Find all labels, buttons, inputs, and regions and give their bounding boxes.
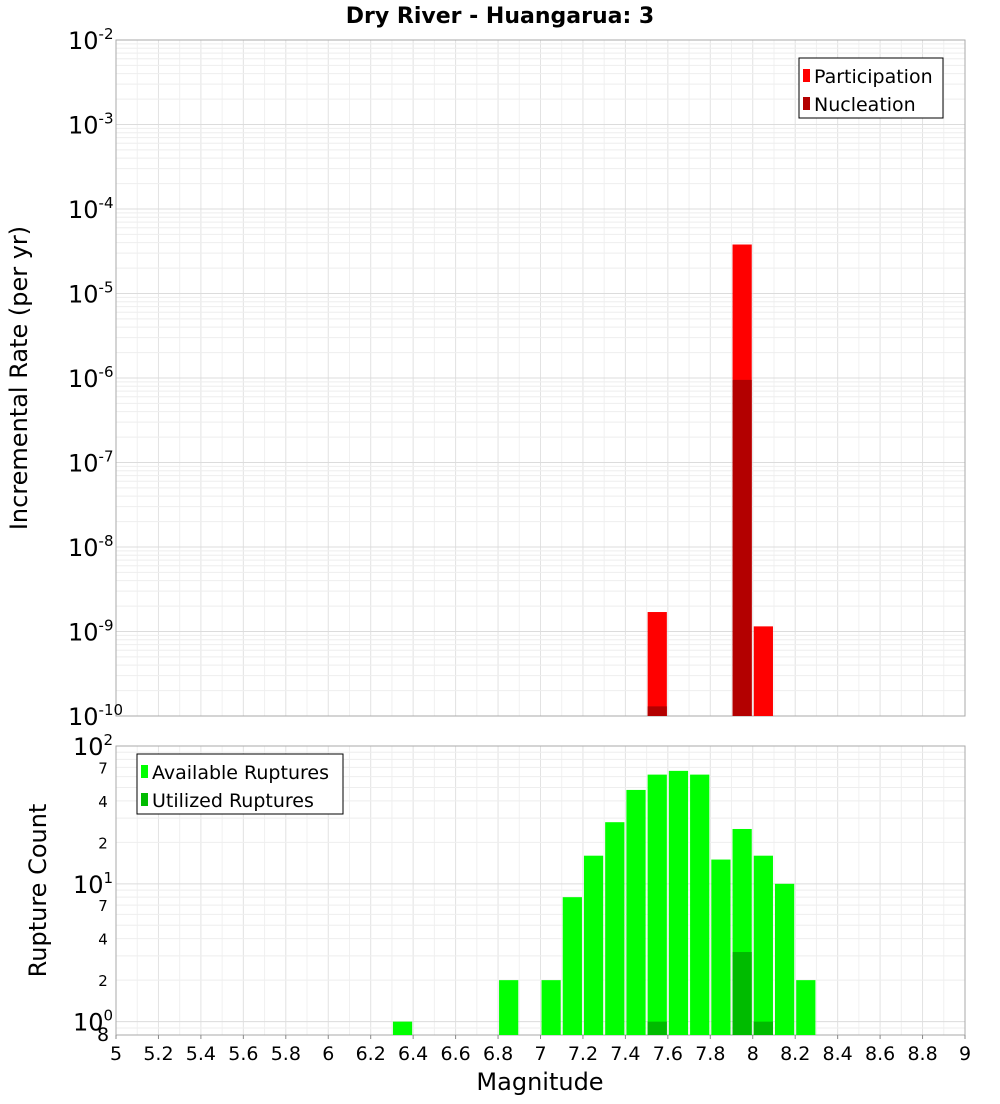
x-axis: 5 5.2 5.4 5.6 5.8 6 6.2 6.4 6.6 6.8 7 7.2 7.4 7.6 7.8 8… <box>110 1035 971 1065</box>
x-tick-label: 5.6 <box>228 1043 258 1065</box>
bar-available-ruptures <box>583 855 604 1035</box>
x-tick-label: 8.6 <box>865 1043 895 1065</box>
x-tick-label: 6.4 <box>398 1043 428 1065</box>
legend-rate: Participation Nucleation <box>798 57 944 119</box>
y-tick-label: 10-2 <box>68 25 114 55</box>
y-minor-tick-label: 8 <box>97 1024 109 1046</box>
count-panel: 100 101 102 8 2 4 7 2 4 7 Rupture Count Available R… <box>24 731 966 1046</box>
plot-frame <box>115 39 966 717</box>
y-minor-tick-label: 7 <box>98 897 108 915</box>
x-tick-label: 8.2 <box>780 1043 810 1065</box>
legend-label: Available Ruptures <box>152 762 329 784</box>
bar-nucleation <box>732 379 752 716</box>
bar-participation <box>647 612 667 716</box>
bar-available-ruptures <box>711 859 731 1035</box>
legend-label: Utilized Ruptures <box>152 790 314 812</box>
bar-available-ruptures <box>753 855 773 1035</box>
bar-available-ruptures <box>774 883 795 1035</box>
legend-label: Nucleation <box>814 94 916 116</box>
x-tick-label: 8.4 <box>823 1043 853 1065</box>
legend-box <box>136 753 344 815</box>
bar-available-ruptures <box>562 897 582 1035</box>
bar-nucleation <box>647 706 667 716</box>
x-tick-label: 7 <box>534 1043 546 1065</box>
x-axis-label: Magnitude <box>476 1068 603 1096</box>
rate-panel: 10-10 10-9 10-8 10-7 10-6 10-5 10-4 10-3 10-2 Inc… <box>5 25 966 731</box>
y-tick-label: 10-8 <box>68 532 114 562</box>
x-tick-label: 9 <box>959 1043 971 1065</box>
bar-utilized-ruptures <box>732 952 752 1035</box>
y-minor-tick-label: 7 <box>98 759 108 777</box>
y-minor-tick-label: 2 <box>98 834 108 852</box>
x-tick-label: 7.2 <box>568 1043 598 1065</box>
x-tick-label: 6.6 <box>440 1043 470 1065</box>
legend-swatch <box>141 793 148 806</box>
x-tick-label: 5 <box>110 1043 122 1065</box>
x-tick-label: 6.2 <box>356 1043 386 1065</box>
legend-swatch <box>141 765 148 778</box>
x-tick-label: 7.8 <box>695 1043 725 1065</box>
x-tick-label: 5.8 <box>271 1043 301 1065</box>
y-minor-tick-label: 4 <box>98 793 108 811</box>
x-tick-label: 5.4 <box>186 1043 216 1065</box>
y-tick-label: 10-7 <box>68 448 114 478</box>
y-minor-tick-label: 2 <box>98 972 108 990</box>
x-tick-label: 7.6 <box>653 1043 683 1065</box>
bar-available-ruptures <box>605 822 625 1035</box>
y-major-tick-label: 101 <box>73 869 113 899</box>
bar-available-ruptures <box>392 1021 413 1035</box>
y-major-tick-label: 100 <box>73 1007 113 1037</box>
bar-available-ruptures <box>668 770 689 1035</box>
y-tick-label: 10-6 <box>68 363 114 393</box>
bar-utilized-ruptures <box>647 1021 667 1035</box>
legend-label: Participation <box>814 66 933 88</box>
chart-title: Dry River - Huangarua: 3 <box>346 4 654 29</box>
legend-swatch <box>803 97 810 110</box>
y-axis-label: Incremental Rate (per yr) <box>5 226 33 530</box>
y-minor-tick-label: 4 <box>98 931 108 949</box>
x-tick-label: 7.4 <box>610 1043 640 1065</box>
x-tick-label: 8.8 <box>907 1043 937 1065</box>
y-tick-label: 10-4 <box>68 194 114 224</box>
x-tick-label: 6 <box>322 1043 334 1065</box>
y-major-tick-label: 102 <box>73 731 113 761</box>
x-tick-label: 8 <box>747 1043 759 1065</box>
y-tick-label: 10-5 <box>68 279 114 309</box>
bar-participation <box>753 626 773 716</box>
bar-available-ruptures <box>647 774 667 1035</box>
y-axis-label: Rupture Count <box>24 804 52 978</box>
y-tick-label: 10-9 <box>68 617 114 647</box>
legend-box <box>798 57 944 119</box>
x-tick-label: 5.2 <box>143 1043 173 1065</box>
bar-utilized-ruptures <box>753 1021 773 1035</box>
bar-available-ruptures <box>626 789 646 1035</box>
y-tick-label: 10-3 <box>68 110 114 140</box>
x-tick-label: 6.8 <box>483 1043 513 1065</box>
bar-available-ruptures <box>541 980 561 1035</box>
legend-count: Available Ruptures Utilized Ruptures <box>136 753 344 815</box>
bar-available-ruptures <box>796 980 816 1035</box>
bar-available-ruptures <box>499 980 519 1035</box>
bar-available-ruptures <box>690 774 710 1035</box>
y-tick-label: 10-10 <box>68 701 123 731</box>
legend-swatch <box>803 69 810 82</box>
